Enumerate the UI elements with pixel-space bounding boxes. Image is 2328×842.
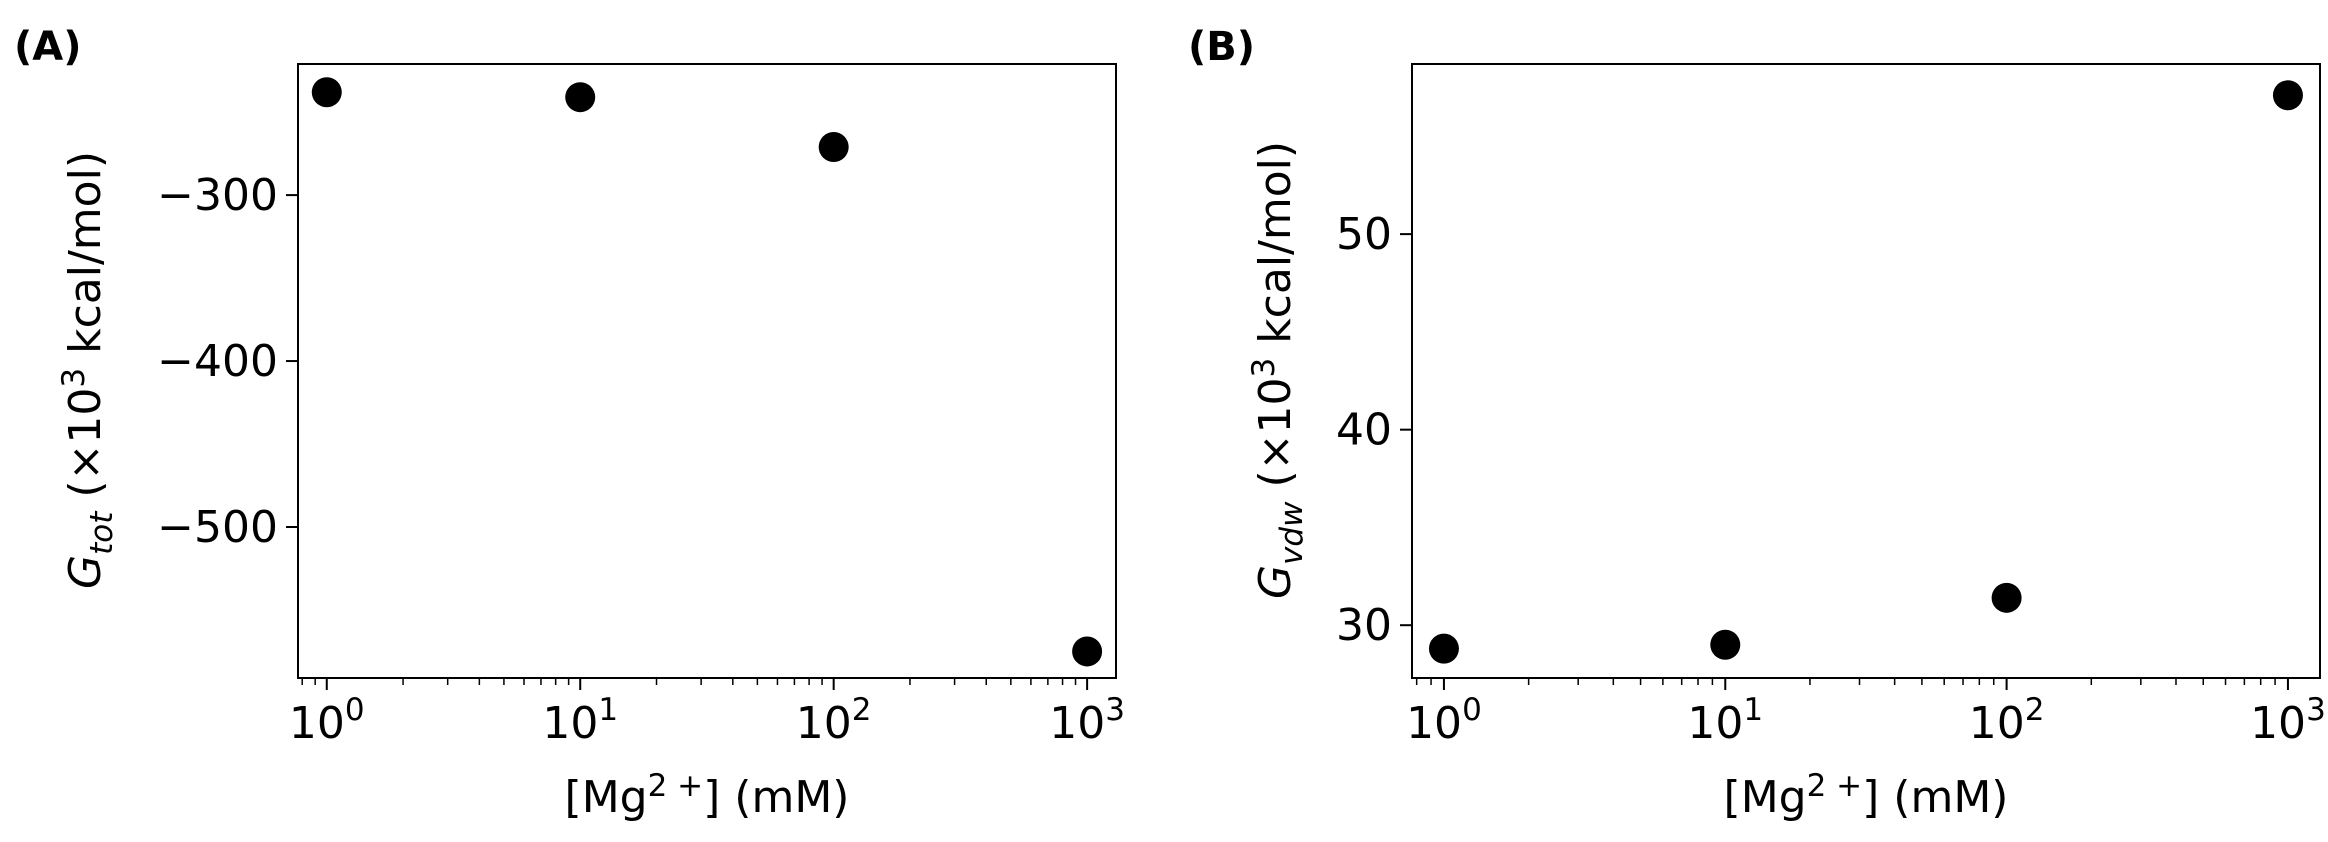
x-tick-label: 100 bbox=[289, 692, 365, 749]
x-tick-label: 101 bbox=[1687, 692, 1763, 749]
data-points bbox=[311, 77, 1103, 667]
data-point bbox=[311, 77, 342, 108]
x-axis-ticks: 100 101 102 103 bbox=[289, 678, 1125, 749]
x-tick-label: 103 bbox=[2250, 692, 2326, 749]
y-axis-label: Gvdw (×103 kcal/mol) bbox=[1246, 141, 1310, 599]
y-tick-label: 40 bbox=[1336, 405, 1392, 456]
y-tick-label: −500 bbox=[157, 502, 278, 553]
data-point bbox=[1991, 582, 2022, 613]
y-tick-label: 30 bbox=[1336, 600, 1392, 651]
plot-frame bbox=[297, 63, 1117, 679]
x-tick-label: 100 bbox=[1406, 692, 1482, 749]
data-point bbox=[2272, 80, 2303, 111]
plot-frame bbox=[1411, 63, 2321, 679]
y-axis-ticks: −300 −400 −500 bbox=[157, 170, 298, 553]
data-point bbox=[1428, 633, 1459, 664]
chart-panel-a: (A) −300 −400 −500 100 101 102 103 [Mg2 +] (m… bbox=[14, 24, 1125, 823]
x-axis-ticks: 100 101 102 103 bbox=[1406, 678, 2326, 749]
x-tick-label: 102 bbox=[796, 692, 872, 749]
y-axis-ticks: 30 40 50 bbox=[1336, 209, 1412, 651]
data-point bbox=[565, 82, 596, 113]
x-axis-label: [Mg2 +] (mM) bbox=[565, 768, 850, 823]
x-tick-label: 101 bbox=[542, 692, 618, 749]
y-tick-label: 50 bbox=[1336, 209, 1392, 260]
x-tick-label: 102 bbox=[1969, 692, 2045, 749]
panel-label: (A) bbox=[14, 24, 82, 70]
panel-label: (B) bbox=[1188, 24, 1255, 70]
data-point bbox=[818, 131, 849, 162]
x-axis-label: [Mg2 +] (mM) bbox=[1724, 768, 2009, 823]
x-tick-label: 103 bbox=[1049, 692, 1125, 749]
y-tick-label: −400 bbox=[157, 336, 278, 387]
data-point bbox=[1072, 636, 1103, 667]
y-axis-label: Gtot (×103 kcal/mol) bbox=[56, 151, 120, 589]
data-point bbox=[1710, 629, 1741, 660]
data-points bbox=[1428, 80, 2303, 664]
y-tick-label: −300 bbox=[157, 170, 278, 221]
chart-panel-b: (B) 30 40 50 100 101 102 103 [Mg2 +] (mM) Gvd… bbox=[1188, 24, 2326, 823]
